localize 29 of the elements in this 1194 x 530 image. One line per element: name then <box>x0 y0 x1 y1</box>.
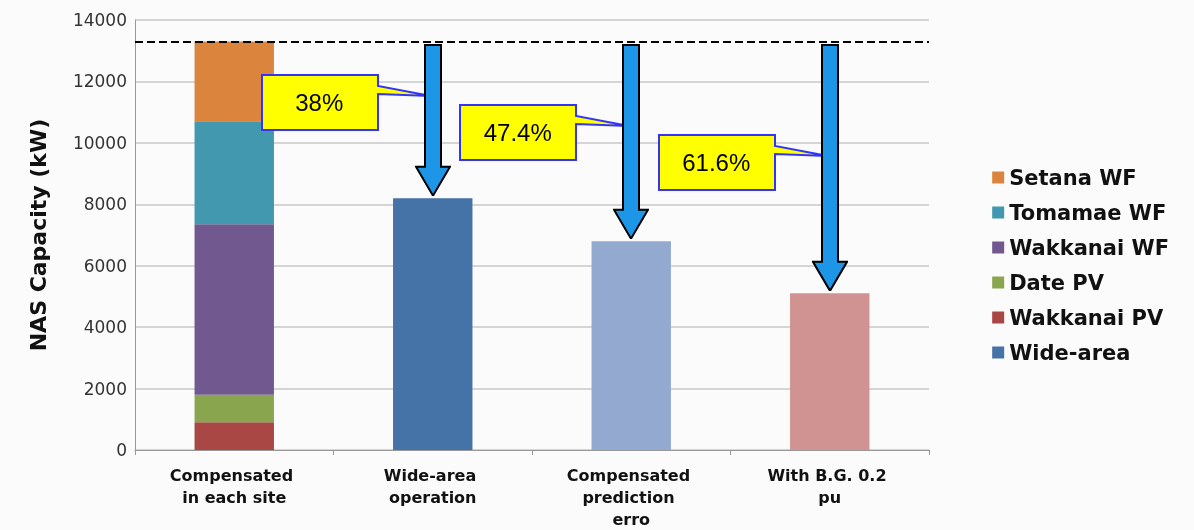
bar <box>194 224 274 395</box>
y-axis-title: NAS Capacity (kW) <box>25 118 51 352</box>
bar <box>591 241 671 450</box>
legend-label: Wakkanai WF <box>1009 235 1169 260</box>
annotation: 47.4% <box>483 118 552 147</box>
x-tick-label: Compensated in each site <box>169 465 299 507</box>
y-tick-label: 2000 <box>83 378 127 399</box>
bar <box>194 394 274 423</box>
annotation: 38% <box>295 88 344 117</box>
y-tick-label: 10000 <box>72 132 127 153</box>
y-tick-label: 4000 <box>83 317 127 338</box>
legend-label: Wakkanai PV <box>1009 305 1164 330</box>
bar <box>194 422 274 450</box>
bar <box>393 198 473 450</box>
y-tick-label: 8000 <box>83 194 127 215</box>
annotation: 61.6% <box>682 148 751 177</box>
y-tick-label: 0 <box>116 440 127 460</box>
x-tick-label: Compensated prediction erro <box>566 465 696 529</box>
bar <box>194 121 274 225</box>
y-tick-label: 6000 <box>83 255 127 276</box>
legend-label: Date PV <box>1009 270 1105 295</box>
y-tick-label: 12000 <box>72 71 127 92</box>
legend-label: Wide-area <box>1009 340 1131 365</box>
x-tick-label: Wide-area operation <box>383 465 482 507</box>
legend-label: Setana WF <box>1009 165 1137 190</box>
x-tick-label: With B.G. 0.2 pu <box>767 465 893 507</box>
bar <box>790 293 870 450</box>
y-tick-label: 14000 <box>72 10 127 30</box>
legend-label: Tomamae WF <box>1009 200 1167 225</box>
